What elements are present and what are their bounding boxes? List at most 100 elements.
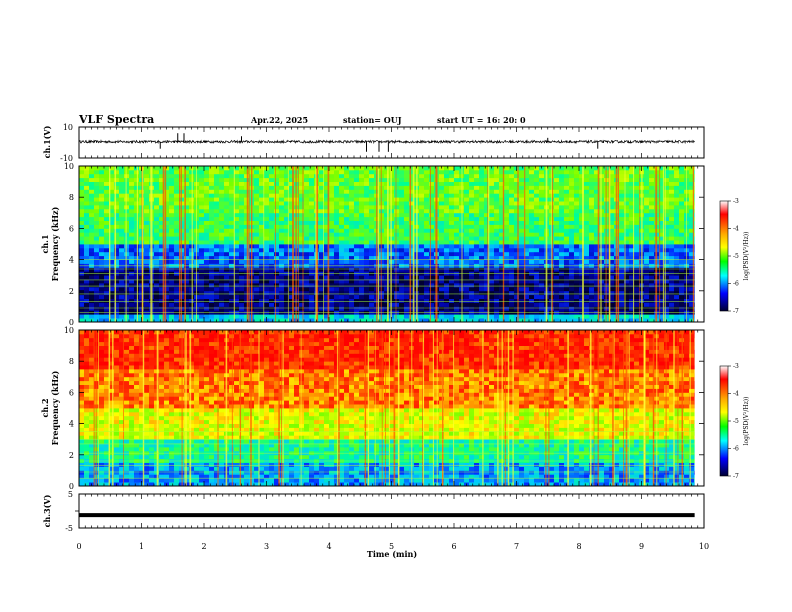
spectrogram-cell: [174, 197, 180, 202]
spectrogram-cell: [494, 244, 500, 249]
spectrogram-cell: [469, 228, 475, 233]
spectrogram-cell: [214, 244, 220, 249]
spectrogram-cell: [204, 232, 210, 237]
spectrogram-cell: [84, 181, 90, 186]
spectrogram-cell: [269, 220, 275, 225]
spectrogram-cell: [449, 251, 455, 257]
spectrogram-cell: [154, 212, 160, 218]
spectrogram-cell: [499, 224, 505, 229]
spectrogram-cell: [329, 185, 335, 190]
spectrogram-cell: [289, 216, 295, 221]
spectrogram-cell: [524, 318, 530, 323]
spectrogram-cell: [119, 205, 125, 210]
spectrogram-cell: [419, 279, 425, 284]
spectrogram-cell: [339, 247, 345, 253]
spectrogram-cell: [144, 236, 150, 241]
spectrogram-cell: [384, 205, 390, 210]
spectrogram-cell: [299, 189, 305, 194]
spectrogram-cell: [209, 290, 215, 296]
spectrogram-cell: [399, 166, 405, 171]
spectrogram-cell: [114, 286, 120, 292]
spectrogram-cell: [344, 255, 350, 260]
spectrogram-cell: [624, 290, 630, 296]
spectrogram-cell: [559, 283, 565, 288]
spectrogram-cell: [174, 185, 180, 190]
spectrogram-cell: [284, 236, 290, 241]
spectrogram-cell: [464, 212, 470, 218]
spectrogram-cell: [304, 275, 310, 280]
spectrogram-cell: [429, 294, 435, 299]
spectrogram-cell: [439, 232, 445, 237]
spectrogram-cell: [569, 208, 575, 214]
spectrogram-cell: [214, 314, 220, 319]
spectrogram-cell: [199, 189, 205, 194]
spectrogram-cell: [549, 251, 555, 257]
spectrogram-cell: [449, 283, 455, 288]
spectrogram-cell: [379, 306, 385, 311]
spectrogram-cell: [624, 212, 630, 218]
spectrogram-cell: [659, 294, 665, 299]
spectrogram-cell: [154, 228, 160, 233]
spectrogram-cell: [409, 298, 415, 303]
spectrogram-cell: [259, 173, 265, 179]
spectrogram-cell: [564, 205, 570, 210]
spectrogram-cell: [649, 255, 655, 260]
spectrogram-cell: [454, 247, 460, 253]
spectrogram-cell: [499, 201, 505, 206]
spectrogram-cell: [674, 201, 680, 206]
spectrogram-cell: [529, 298, 535, 303]
spectrogram-cell: [324, 279, 330, 284]
spectrogram-cell: [289, 306, 295, 311]
spectrogram-cell: [159, 240, 165, 245]
spectrogram-cell: [319, 220, 325, 225]
spectrogram-cell: [169, 318, 175, 323]
spectrogram-cell: [509, 259, 515, 264]
spectrogram-cell: [579, 240, 585, 245]
spectrogram-cell: [629, 173, 635, 179]
spectrogram-cell: [299, 185, 305, 190]
spectrogram-cell: [509, 302, 515, 307]
spectrogram-cell: [589, 185, 595, 190]
spectrogram-cell: [574, 247, 580, 253]
spectrogram-cell: [679, 240, 685, 245]
spectrogram-cell: [284, 279, 290, 284]
spectrogram-cell: [454, 275, 460, 280]
spectrogram-cell: [129, 240, 135, 245]
spectrogram-cell: [254, 166, 260, 171]
spectrogram-cell: [319, 185, 325, 190]
spectrogram-cell: [279, 255, 285, 260]
spectrogram-cell: [404, 201, 410, 206]
spectrogram-cell: [644, 173, 650, 179]
spectrogram-cell: [174, 236, 180, 241]
spectrogram-cell: [219, 247, 225, 253]
spectrogram-cell: [659, 306, 665, 311]
spectrogram-cell: [144, 302, 150, 307]
spectrogram-cell: [399, 181, 405, 186]
spectrogram-cell: [144, 290, 150, 296]
spectrogram-cell: [244, 259, 250, 264]
spectrogram-cell: [379, 185, 385, 190]
spectrogram-cell: [649, 236, 655, 241]
spectrogram-cell: [394, 275, 400, 280]
spectrogram-cell: [569, 251, 575, 257]
spectrogram-cell: [259, 275, 265, 280]
spectrogram-cell: [164, 283, 170, 288]
spectrogram-cell: [439, 302, 445, 307]
spectrogram-cell: [649, 228, 655, 233]
spectrogram-cell: [269, 193, 275, 198]
spectrogram-cell: [499, 212, 505, 218]
spectrogram-cell: [354, 283, 360, 288]
spectrogram-cell: [214, 283, 220, 288]
spectrogram-cell: [254, 259, 260, 264]
spectrogram-cell: [454, 298, 460, 303]
spectrogram-cell: [474, 290, 480, 296]
spectrogram-cell: [224, 185, 230, 190]
spectrogram-cell: [574, 240, 580, 245]
spectrogram-cell: [404, 212, 410, 218]
spectrogram-cell: [369, 228, 375, 233]
spectrogram-cell: [399, 220, 405, 225]
spectrogram-cell: [679, 302, 685, 307]
spectrogram-cell: [159, 228, 165, 233]
spectrogram-cell: [304, 240, 310, 245]
spectrogram-cell: [574, 166, 580, 171]
